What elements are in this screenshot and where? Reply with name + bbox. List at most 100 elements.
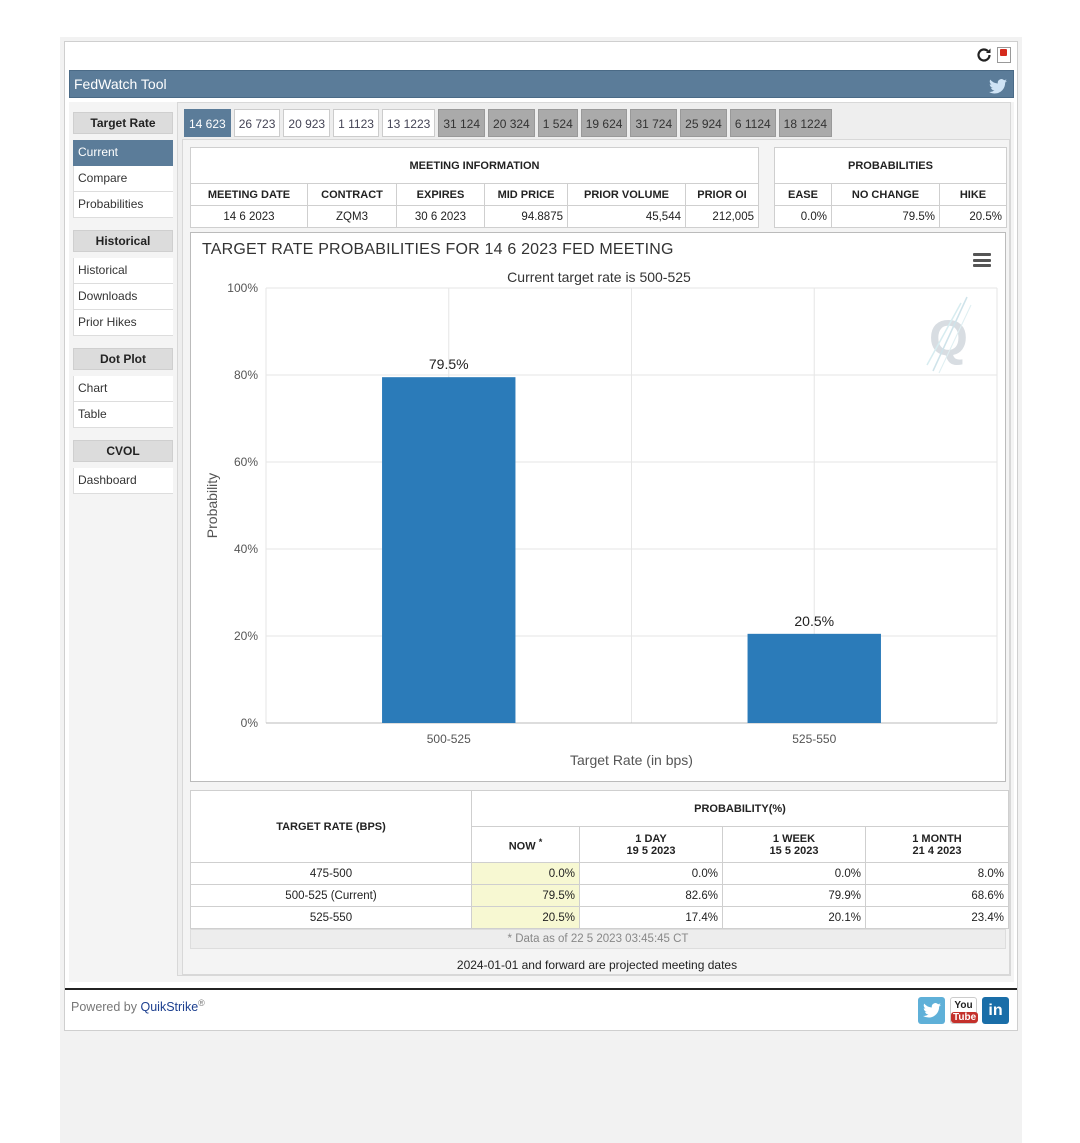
target-rate-cell: 500-525 (Current) [190,884,472,907]
content-area: Target Rate Current Compare Probabilitie… [69,102,1014,982]
one-week-cell: 0.0% [722,862,866,885]
col-1-day: 1 DAY 19 5 2023 [579,826,723,863]
refresh-icon[interactable] [975,46,993,64]
twitter-icon[interactable] [989,76,1007,102]
col-1-day-date: 19 5 2023 [626,844,676,857]
registered-mark: ® [198,998,205,1008]
meeting-tab[interactable]: 20 923 [283,109,331,137]
mid-price-value: 94.8875 [484,205,568,228]
y-tick-label: 100% [227,281,258,295]
col-now-label: NOW [508,840,536,853]
x-tick-label: 500-525 [427,732,471,746]
col-prior-volume: PRIOR VOLUME [567,183,686,206]
youtube-tube-text: Tube [951,1012,979,1023]
col-no-change: NO CHANGE [831,183,940,206]
sidebar-heading-cvol: CVOL [73,440,173,462]
one-day-cell: 82.6% [579,884,723,907]
col-now-mark: * [538,836,543,847]
meeting-tabs: 14 623 26 723 20 923 1 1123 13 1223 31 1… [184,109,833,137]
meeting-tab[interactable]: 18 1224 [778,109,833,137]
quikstrike-link[interactable]: QuikStrike [140,1000,199,1015]
one-week-cell: 79.9% [722,884,866,907]
meeting-tab[interactable]: 31 724 [630,109,678,137]
app-title: FedWatch Tool [74,76,167,92]
linkedin-social-icon[interactable]: in [982,997,1009,1024]
y-tick-label: 60% [234,455,258,469]
quikstrike-q-logo: Q [926,296,972,374]
data-timestamp-note: * Data as of 22 5 2023 03:45:45 CT [190,929,1006,949]
col-prior-oi: PRIOR OI [685,183,759,206]
ease-value: 0.0% [774,205,832,228]
col-1-month-date: 21 4 2023 [912,844,962,857]
fedwatch-frame: FedWatch Tool Target Rate Current Compar… [64,41,1018,1031]
meeting-tab[interactable]: 13 1223 [381,109,436,137]
meeting-info-table: MEETING INFORMATION MEETING DATE CONTRAC… [190,147,759,228]
contract-value: ZQM3 [307,205,397,228]
youtube-social-icon[interactable]: You Tube [950,997,979,1024]
col-mid-price: MID PRICE [484,183,568,206]
app-titlebar: FedWatch Tool [69,70,1014,98]
col-expires: EXPIRES [396,183,485,206]
meeting-tab[interactable]: 19 624 [580,109,628,137]
sidebar-item-dashboard[interactable]: Dashboard [73,468,173,494]
y-tick-label: 20% [234,629,258,643]
meeting-panel: MEETING INFORMATION MEETING DATE CONTRAC… [182,139,1010,975]
meeting-tab[interactable]: 6 1124 [729,109,776,137]
sidebar-heading-target-rate: Target Rate [73,112,173,134]
bar-500-525[interactable] [382,377,516,723]
now-cell: 79.5% [471,884,580,907]
meeting-info-heading: MEETING INFORMATION [190,147,759,184]
projected-dates-note: 2024-01-01 and forward are projected mee… [456,958,738,972]
col-target-rate: TARGET RATE (BPS) [190,790,472,863]
probabilities-heading: PROBABILITIES [774,147,1007,184]
hike-value: 20.5% [939,205,1007,228]
twitter-social-icon[interactable] [918,997,945,1024]
meeting-date-value: 14 6 2023 [190,205,308,228]
sidebar-item-probabilities[interactable]: Probabilities [73,192,173,218]
col-1-day-label: 1 DAY [635,832,667,845]
sidebar-item-table[interactable]: Table [73,402,173,428]
meeting-tab[interactable]: 1 1123 [333,109,379,137]
one-month-cell: 8.0% [865,862,1009,885]
sidebar-item-downloads[interactable]: Downloads [73,284,173,310]
one-month-cell: 68.6% [865,884,1009,907]
col-1-week-date: 15 5 2023 [769,844,819,857]
y-axis-title: Probability [204,473,220,538]
footer-divider [65,988,1017,990]
one-month-cell: 23.4% [865,906,1009,929]
y-tick-label: 80% [234,368,258,382]
powered-by: Powered by QuikStrike® [71,998,205,1014]
col-ease: EASE [774,183,832,206]
no-change-value: 79.5% [831,205,940,228]
col-meeting-date: MEETING DATE [190,183,308,206]
meeting-tab[interactable]: 14 623 [184,109,231,137]
sidebar-item-prior-hikes[interactable]: Prior Hikes [73,310,173,336]
meeting-tab[interactable]: 20 324 [488,109,535,137]
sidebar-item-chart[interactable]: Chart [73,376,173,402]
powered-by-label: Powered by [71,1000,138,1015]
meeting-tab[interactable]: 31 124 [438,109,486,137]
main-panel: 14 623 26 723 20 923 1 1123 13 1223 31 1… [177,102,1011,976]
x-tick-label: 525-550 [792,732,836,746]
table-row: 500-525 (Current) 79.5% 82.6% 79.9% 68.6… [190,884,1009,907]
sidebar-item-historical[interactable]: Historical [73,258,173,284]
chart-menu-icon[interactable] [973,253,991,267]
youtube-you-text: You [954,1000,973,1011]
bar-525-550[interactable] [747,633,881,723]
y-tick-label: 40% [234,542,258,556]
table-row: 475-500 0.0% 0.0% 0.0% 8.0% [190,862,1009,885]
prior-oi-value: 212,005 [685,205,759,228]
bar-chart: Q 0% 20% 40% 60% 80% 100% 79.5% 500-525 20.5% 525… [204,281,998,768]
col-probability-group: PROBABILITY(%) [471,790,1009,827]
one-day-cell: 0.0% [579,862,723,885]
sidebar-item-current[interactable]: Current [73,140,173,166]
meeting-tab[interactable]: 1 524 [537,109,578,137]
col-1-week: 1 WEEK 15 5 2023 [722,826,866,863]
bar-data-label: 79.5% [429,356,469,372]
meeting-tab[interactable]: 25 924 [680,109,727,137]
pdf-icon[interactable] [997,47,1011,63]
meeting-tab[interactable]: 26 723 [233,109,281,137]
now-cell: 0.0% [471,862,580,885]
table-row: 525-550 20.5% 17.4% 20.1% 23.4% [190,906,1009,929]
sidebar-item-compare[interactable]: Compare [73,166,173,192]
